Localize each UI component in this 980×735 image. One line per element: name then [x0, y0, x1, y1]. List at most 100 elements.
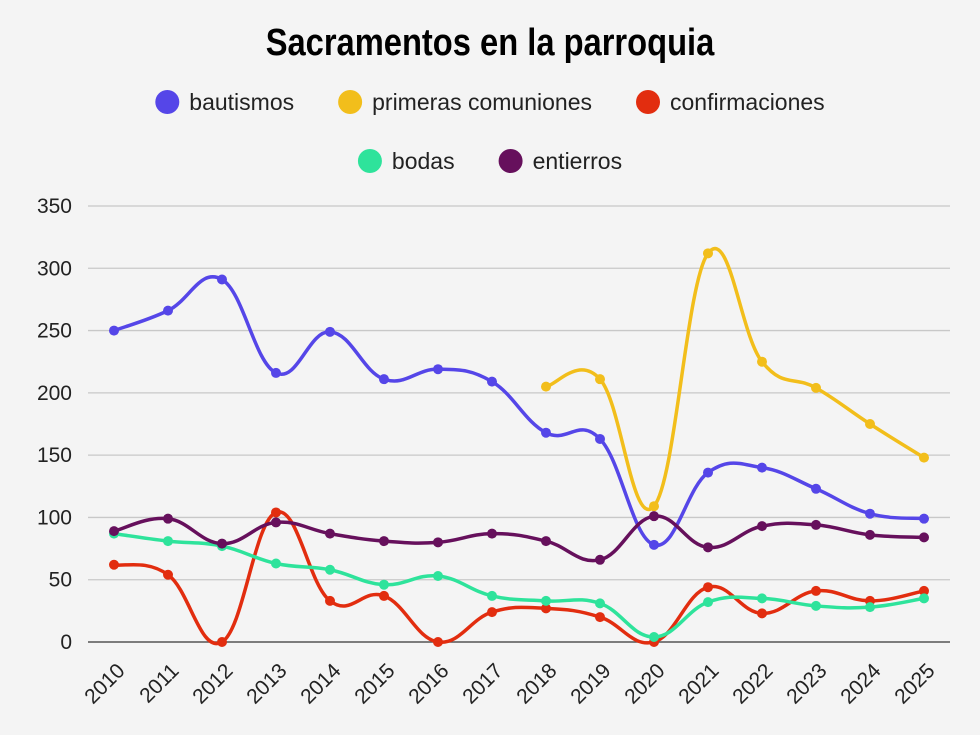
- y-tick-label: 200: [37, 382, 72, 405]
- data-point: [649, 539, 659, 550]
- x-tick-label: 2017: [458, 659, 507, 708]
- data-point: [325, 528, 335, 539]
- data-point: [595, 554, 605, 565]
- data-point: [757, 462, 767, 473]
- data-point: [325, 326, 335, 337]
- data-point: [163, 305, 173, 316]
- legend-label: bautismos: [189, 89, 294, 115]
- data-point: [649, 511, 659, 522]
- data-point: [919, 593, 929, 604]
- data-point: [757, 608, 767, 619]
- y-axis-ticks: 0 50 100 150 200 250 300 350: [37, 195, 72, 654]
- data-point: [271, 507, 281, 518]
- data-point: [109, 526, 119, 537]
- series-line: [112, 514, 926, 563]
- data-point: [271, 517, 281, 528]
- data-point: [325, 595, 335, 606]
- legend-label: entierros: [533, 148, 622, 174]
- data-point: [541, 595, 551, 606]
- data-point: [217, 538, 227, 549]
- y-tick-label: 150: [37, 444, 72, 467]
- data-point: [703, 467, 713, 478]
- data-point: [163, 513, 173, 524]
- x-tick-label: 2015: [350, 659, 399, 708]
- x-tick-label: 2022: [728, 659, 777, 708]
- series-confirmaciones: [109, 507, 929, 647]
- data-point: [703, 597, 713, 608]
- data-point: [109, 559, 119, 570]
- series-line: [112, 275, 926, 547]
- data-point: [541, 427, 551, 438]
- data-point: [649, 632, 659, 643]
- data-point: [703, 542, 713, 553]
- legend-item-entierros: entierros: [498, 148, 622, 174]
- data-point: [811, 519, 821, 530]
- legend-marker: [357, 149, 382, 173]
- data-point: [433, 570, 443, 581]
- data-point: [163, 569, 173, 580]
- data-point: [703, 248, 713, 259]
- x-axis-ticks: 2010 2011 2012 2013 2014 2015 2016 2017 2018 2019…: [80, 659, 939, 709]
- data-point: [379, 590, 389, 601]
- legend-item-primeras-comuniones: primeras comuniones: [338, 89, 592, 115]
- data-point: [379, 536, 389, 547]
- series-bodas: [109, 528, 929, 643]
- data-point: [487, 590, 497, 601]
- series-layer: [109, 247, 929, 647]
- y-tick-label: 250: [37, 320, 72, 343]
- data-point: [811, 382, 821, 393]
- data-point: [811, 585, 821, 596]
- data-point: [541, 536, 551, 547]
- x-tick-label: 2016: [404, 659, 453, 708]
- x-tick-label: 2013: [242, 659, 291, 708]
- data-point: [811, 483, 821, 494]
- legend-label: primeras comuniones: [372, 89, 592, 115]
- data-point: [217, 637, 227, 647]
- data-point: [919, 585, 929, 596]
- legend-label: bodas: [392, 148, 455, 174]
- data-point: [919, 532, 929, 543]
- series-entierros: [109, 511, 929, 565]
- data-point: [487, 376, 497, 387]
- data-point: [379, 579, 389, 590]
- x-tick-label: 2011: [135, 659, 183, 707]
- x-tick-label: 2019: [566, 659, 615, 708]
- y-tick-label: 300: [37, 257, 72, 280]
- legend-item-bautismos: bautismos: [155, 89, 294, 115]
- data-point: [811, 600, 821, 611]
- x-tick-label: 2014: [296, 659, 346, 709]
- data-point: [379, 374, 389, 385]
- series-bautismos: [109, 274, 929, 550]
- data-point: [757, 356, 767, 367]
- data-point: [865, 529, 875, 540]
- data-point: [865, 508, 875, 519]
- data-point: [487, 607, 497, 618]
- data-point: [649, 501, 659, 512]
- data-point: [325, 564, 335, 575]
- grid-layer: [88, 205, 950, 643]
- legend-item-confirmaciones: confirmaciones: [636, 89, 825, 115]
- data-point: [865, 602, 875, 613]
- x-tick-label: 2025: [890, 659, 939, 708]
- legend: bautismos primeras comuniones confirmacion…: [155, 89, 825, 174]
- x-tick-label: 2012: [188, 659, 237, 708]
- data-point: [541, 603, 551, 614]
- data-point: [595, 598, 605, 609]
- series-primeras-comuniones: [541, 247, 929, 512]
- legend-label: confirmaciones: [670, 89, 825, 115]
- y-tick-label: 0: [60, 631, 72, 654]
- data-point: [271, 558, 281, 569]
- data-point: [919, 513, 929, 524]
- x-tick-label: 2024: [836, 659, 886, 709]
- data-point: [433, 637, 443, 647]
- data-point: [217, 274, 227, 285]
- data-point: [163, 536, 173, 547]
- data-point: [865, 419, 875, 429]
- data-point: [271, 367, 281, 378]
- y-tick-label: 50: [49, 569, 72, 592]
- legend-marker: [338, 90, 363, 114]
- y-tick-label: 100: [37, 506, 72, 529]
- data-point: [541, 381, 551, 392]
- data-point: [109, 325, 119, 336]
